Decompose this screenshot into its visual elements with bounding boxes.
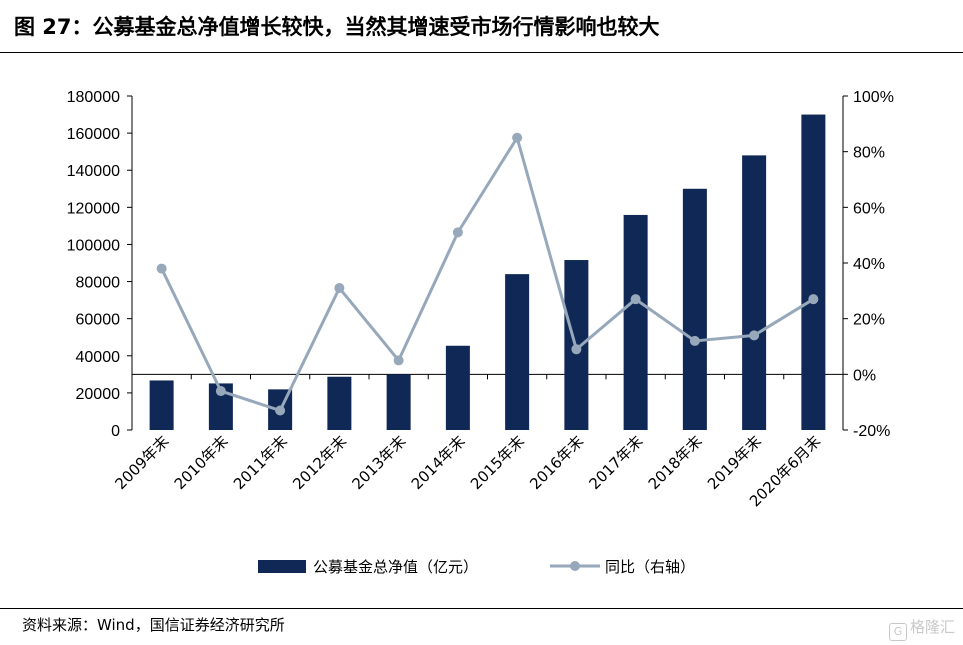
y-left-tick-label: 20000 xyxy=(76,386,121,403)
line-point-2015年末 xyxy=(512,132,523,143)
y-right-tick-label: 100% xyxy=(853,89,894,106)
line-point-2012年末 xyxy=(334,283,345,294)
y-left-tick-label: 160000 xyxy=(67,126,120,143)
x-tick-label: 2012年末 xyxy=(289,432,350,493)
bar-2013年末 xyxy=(386,374,411,430)
x-tick-label: 2015年末 xyxy=(467,432,528,493)
line-point-2019年末 xyxy=(749,330,760,341)
watermark-text: 格隆汇 xyxy=(909,618,955,636)
x-tick-label: 2014年末 xyxy=(408,432,469,493)
watermark: G 格隆汇 xyxy=(888,616,955,641)
y-left-tick-label: 60000 xyxy=(76,312,121,329)
legend-bar-label: 公募基金总净值（亿元） xyxy=(313,558,478,576)
y-right-tick-label: 20% xyxy=(853,312,885,329)
title-rule xyxy=(0,52,963,53)
line-yoy xyxy=(160,136,815,413)
y-right-tick-label: 0% xyxy=(853,367,876,384)
legend-bar-swatch xyxy=(258,560,306,573)
y-left-tick-label: 120000 xyxy=(67,200,120,217)
x-tick-label: 2017年末 xyxy=(586,432,647,493)
source-rule xyxy=(0,608,963,609)
y-left-tick-label: 180000 xyxy=(67,89,120,106)
x-tick-label: 2018年末 xyxy=(645,432,706,493)
y-right-tick-label: 80% xyxy=(853,145,885,162)
bar-2014年末 xyxy=(445,345,470,430)
line-point-2009年末 xyxy=(156,263,167,274)
line-point-2018年末 xyxy=(689,335,700,346)
legend-line-marker xyxy=(570,561,580,571)
combo-chart: 0 20000 40000 60000 80000 100000 120000 140000 1… xyxy=(67,89,894,576)
y-right-tick-label: -20% xyxy=(853,423,890,440)
y-left-tick-label: 100000 xyxy=(67,237,120,254)
line-point-2010年末 xyxy=(215,386,226,397)
bar-2009年末 xyxy=(149,380,174,430)
x-tick-label: 2009年末 xyxy=(112,432,173,493)
x-tick-label: 2013年末 xyxy=(349,432,410,493)
bar-2017年末 xyxy=(623,214,648,430)
bar-2020年6月末 xyxy=(801,114,826,431)
bar-2015年末 xyxy=(505,274,530,430)
x-tick-label: 2019年末 xyxy=(704,432,765,493)
y-left-tick-label: 140000 xyxy=(67,163,120,180)
line-point-2013年末 xyxy=(393,355,404,366)
y-left-tick-label: 80000 xyxy=(76,275,121,292)
bar-2019年末 xyxy=(742,155,767,430)
bar-2012年末 xyxy=(327,376,352,430)
y-right-tick-label: 40% xyxy=(853,256,885,273)
line-point-2020年6月末 xyxy=(808,294,819,305)
y-right-tick-label: 60% xyxy=(853,200,885,217)
line-point-2016年末 xyxy=(571,344,582,355)
line-point-2014年末 xyxy=(452,227,463,238)
bar-2018年末 xyxy=(682,188,707,430)
y-left-tick-label: 0 xyxy=(111,423,120,440)
watermark-logo-icon: G xyxy=(888,623,907,641)
source-note: 资料来源：Wind，国信证券经济研究所 xyxy=(22,616,285,634)
x-tick-label: 2016年末 xyxy=(526,432,587,493)
chart-title: 图 27：公募基金总净值增长较快，当然其增速受市场行情影响也较大 xyxy=(14,15,660,39)
y-left-tick-label: 40000 xyxy=(76,349,121,366)
x-tick-label: 2010年末 xyxy=(171,432,232,493)
legend-line-label: 同比（右轴） xyxy=(605,558,695,576)
line-point-2017年末 xyxy=(630,294,641,305)
line-point-2011年末 xyxy=(275,405,286,416)
x-tick-label: 2011年末 xyxy=(230,432,291,493)
